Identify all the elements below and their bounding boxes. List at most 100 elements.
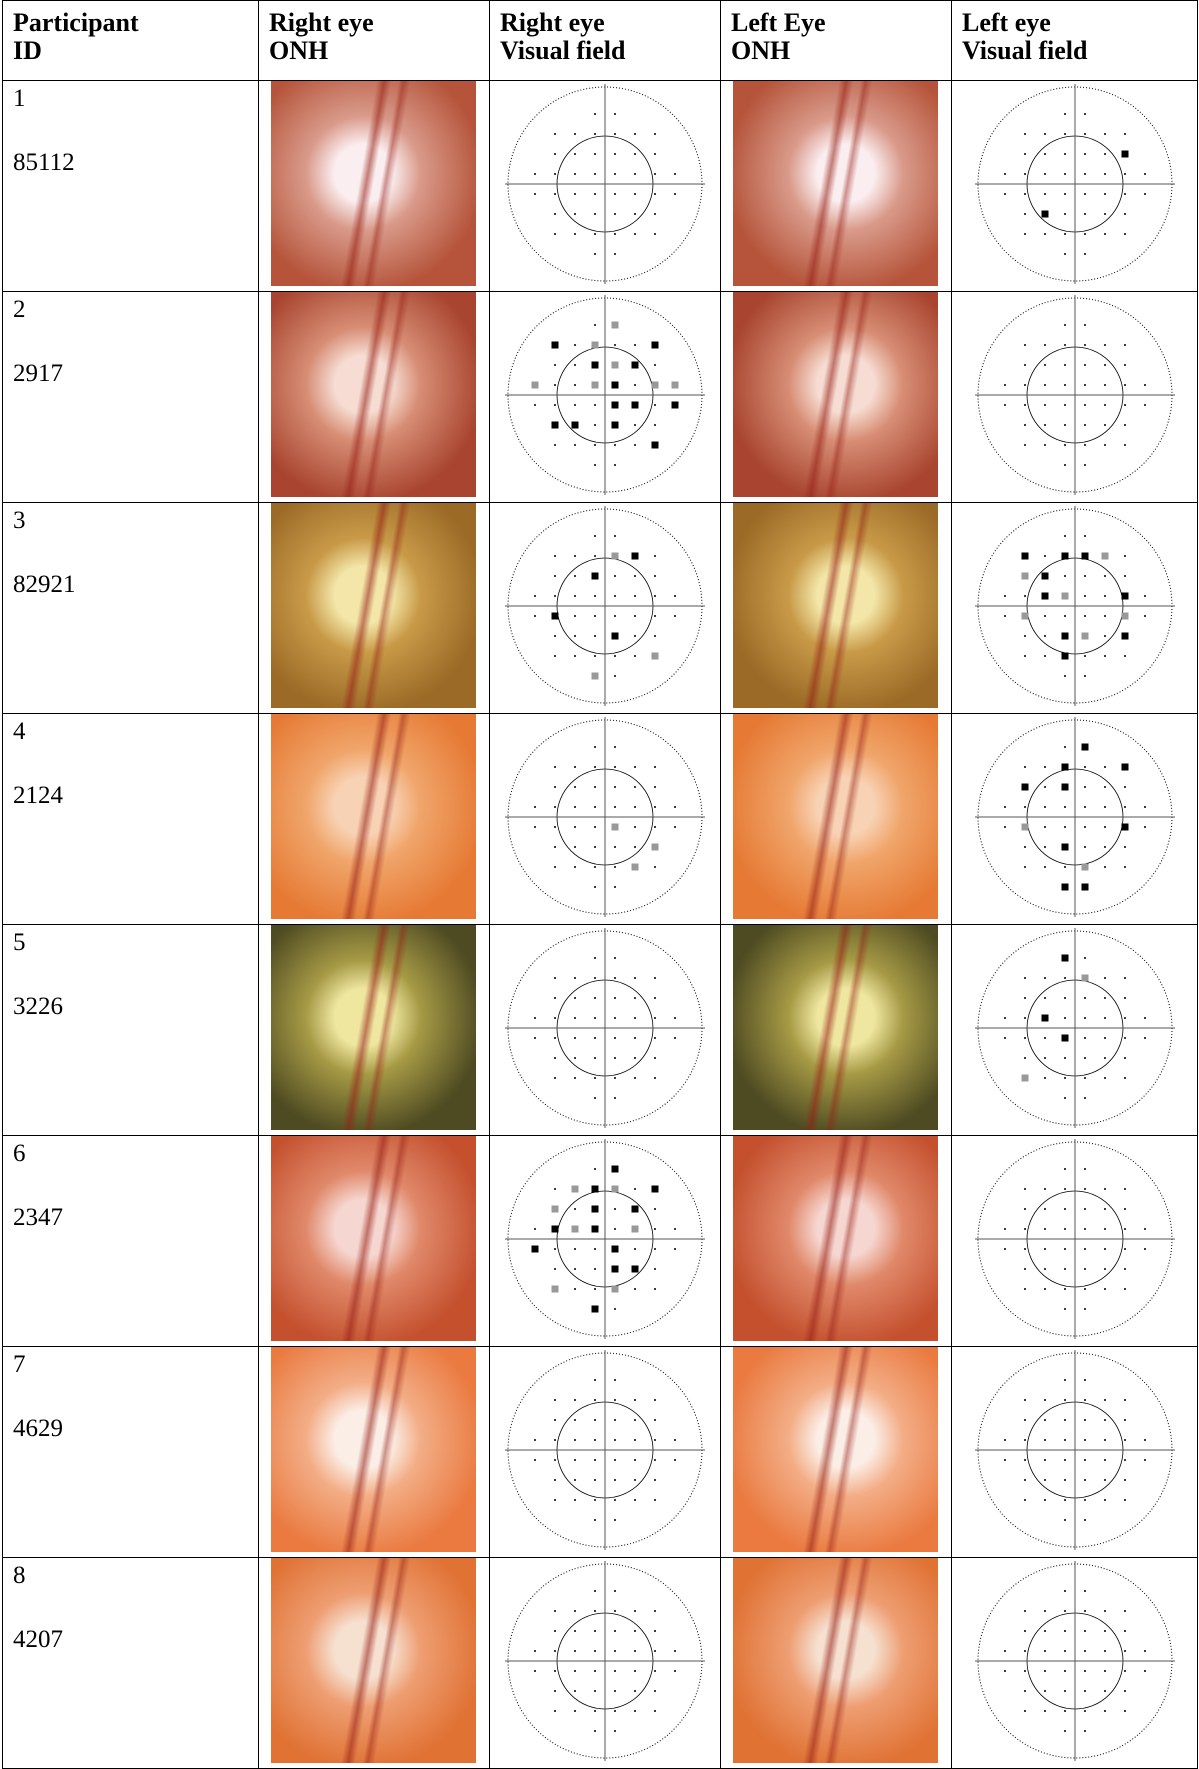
header-line: Visual field [500,37,720,65]
test-point [1124,1399,1126,1401]
test-point [674,1228,676,1230]
test-point [574,1268,576,1270]
test-point [1124,1208,1126,1210]
test-point [674,1670,676,1672]
defect-square [1121,824,1128,831]
test-point [1104,1077,1106,1079]
test-point [1004,595,1006,597]
test-point [1024,595,1026,597]
test-point [1104,384,1106,386]
test-point [1084,1439,1086,1441]
test-point [654,1670,656,1672]
test-point [1084,1017,1086,1019]
defect-square [592,1186,599,1193]
visual-field-plot [505,928,705,1128]
test-point [654,1017,656,1019]
test-point [654,233,656,235]
test-point [554,575,556,577]
test-point [1124,575,1126,577]
test-point [1024,153,1026,155]
test-point [614,846,616,848]
test-point [614,957,616,959]
test-point [1004,1017,1006,1019]
defect-square [1021,784,1028,791]
test-point [554,1268,556,1270]
defect-square [1061,955,1068,962]
test-point [534,1459,536,1461]
test-point [534,1017,536,1019]
fundus-photo [733,1347,938,1552]
test-point [634,1188,636,1190]
test-point [1004,826,1006,828]
header-line: Left eye [962,9,1197,37]
test-point [1024,444,1026,446]
test-point [554,1630,556,1632]
test-point [1124,1459,1126,1461]
test-point [1064,1590,1066,1592]
test-point [1104,1710,1106,1712]
test-point [634,1650,636,1652]
onh-cell [721,1558,952,1769]
row-number: 1 [13,85,258,113]
test-point [594,1499,596,1501]
test-point [1024,1188,1026,1190]
test-point [554,193,556,195]
test-point [614,866,616,868]
test-point [1084,1268,1086,1270]
test-point [654,404,656,406]
test-point [1084,133,1086,135]
defect-square [1061,844,1068,851]
fundus-photo [271,81,476,286]
defect-square [532,382,539,389]
test-point [654,1710,656,1712]
test-point [1124,1288,1126,1290]
fundus-photo [733,292,938,497]
test-point [1044,173,1046,175]
test-point [614,344,616,346]
test-point [634,344,636,346]
test-point [1044,1037,1046,1039]
visual-field-plot [975,506,1175,706]
test-point [1044,444,1046,446]
test-point [1004,1248,1006,1250]
defect-square [572,1226,579,1233]
test-point [534,615,536,617]
test-point [1064,1228,1066,1230]
test-point [1084,655,1086,657]
test-point [594,1077,596,1079]
test-point [614,1670,616,1672]
test-point [1124,1710,1126,1712]
test-point [554,997,556,999]
test-point [574,575,576,577]
test-point [1064,977,1066,979]
test-point [1024,1710,1026,1712]
test-point [1064,1519,1066,1521]
defect-square [612,824,619,831]
test-point [1064,1188,1066,1190]
defect-square [1081,975,1088,982]
test-point [654,826,656,828]
test-point [554,1037,556,1039]
defect-square [672,402,679,409]
test-point [654,133,656,135]
test-point [1144,384,1146,386]
test-point [1064,1017,1066,1019]
defect-square [1101,553,1108,560]
test-point [1004,404,1006,406]
test-point [1084,846,1086,848]
test-point [1044,997,1046,999]
test-point [594,997,596,999]
test-point [1044,1288,1046,1290]
defect-square [572,422,579,429]
test-point [1044,1630,1046,1632]
defect-square [612,1186,619,1193]
test-point [1104,1459,1106,1461]
test-point [1064,1379,1066,1381]
test-point [1004,384,1006,386]
test-point [1084,535,1086,537]
test-point [1024,1208,1026,1210]
